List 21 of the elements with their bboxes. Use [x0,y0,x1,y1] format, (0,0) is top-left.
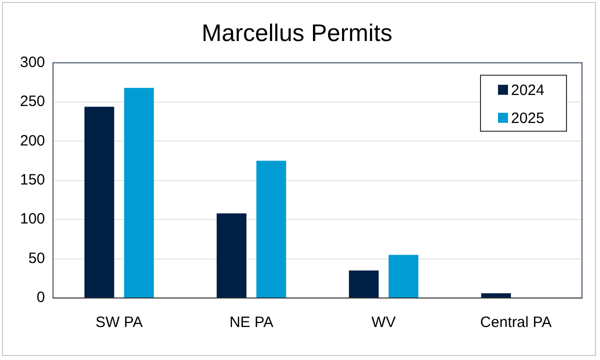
y-tick-label: 100 [20,210,46,228]
bar [124,88,154,298]
bar [388,254,418,298]
x-tick-label: SW PA [96,314,143,332]
bar [256,160,286,298]
y-tick-label: 150 [20,172,46,189]
y-tick-label: 300 [20,54,46,71]
y-tick-label: 200 [20,132,46,150]
y-tick-label: 250 [20,93,46,110]
x-tick-label: WV [372,314,396,332]
y-tick-label: 0 [36,289,46,306]
legend-label: 2024 [511,82,544,99]
bar [84,106,114,298]
legend-label: 2025 [511,110,544,127]
chart-title: Marcellus Permits [202,20,392,48]
bar [216,213,246,298]
y-tick-label: 50 [28,250,46,267]
x-tick-label: NE PA [229,314,274,332]
bar [348,270,379,298]
bar [481,293,511,298]
x-tick-label: Central PA [480,314,552,332]
